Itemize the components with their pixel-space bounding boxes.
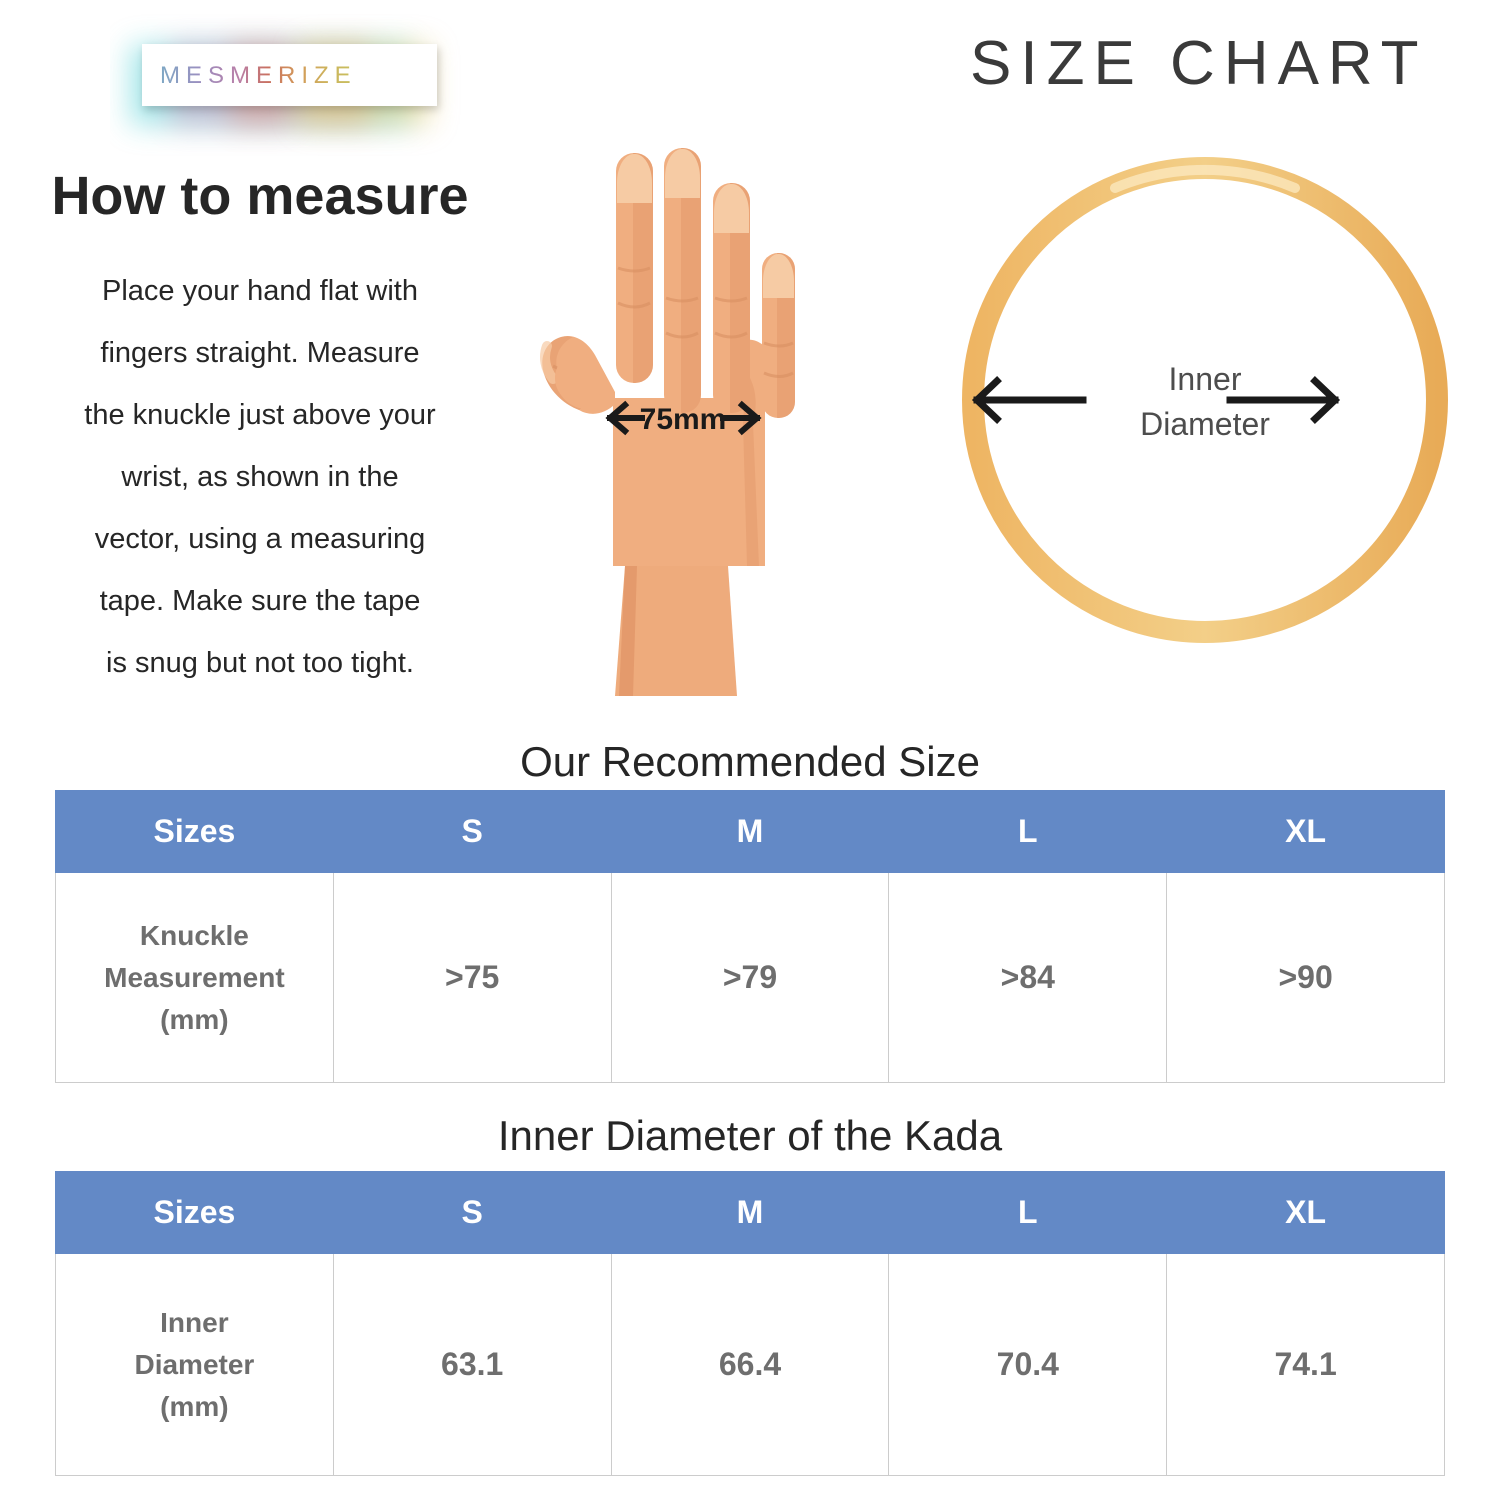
svg-text:MESMERIZE: MESMERIZE (160, 62, 357, 89)
svg-text:Inner: Inner (1169, 361, 1242, 397)
svg-text:75mm: 75mm (640, 403, 727, 436)
svg-text:Diameter: Diameter (1140, 406, 1270, 442)
